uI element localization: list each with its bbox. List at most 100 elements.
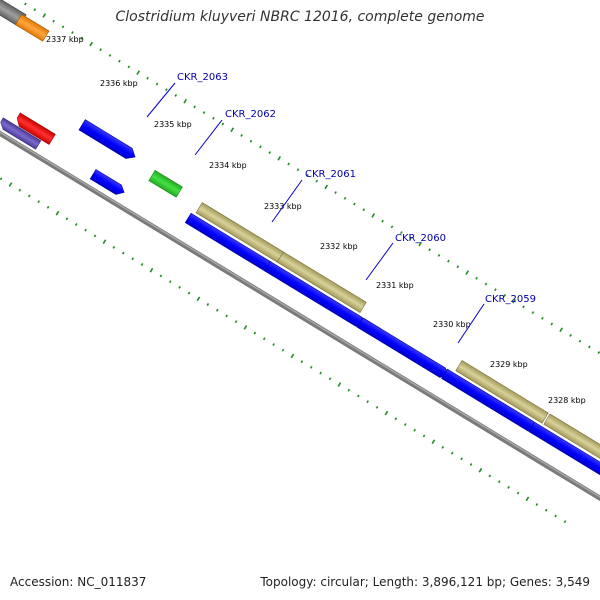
- tick-dot: [37, 200, 40, 204]
- tick-dot: [366, 400, 369, 404]
- tick-dots-outer: [24, 2, 600, 355]
- tick-dot: [93, 234, 97, 238]
- tick-dot: [18, 188, 22, 192]
- tick-dot: [262, 337, 266, 341]
- tick-dot: [165, 88, 168, 92]
- tick-dot: [337, 382, 342, 387]
- tick-dot: [290, 353, 295, 359]
- gene-label-ckr-2062: CKR_2062: [225, 109, 276, 120]
- tick-dot: [384, 410, 389, 416]
- tick-dot: [306, 173, 309, 177]
- tick-dot: [221, 122, 225, 126]
- tick-dot: [131, 257, 134, 261]
- tick-dot: [569, 334, 572, 337]
- tick-dot: [356, 394, 360, 398]
- tick-dot: [512, 298, 517, 304]
- tick-dot: [324, 184, 329, 190]
- tick-dot: [46, 205, 50, 209]
- tick-dot: [0, 177, 3, 181]
- tick-dot: [390, 225, 394, 229]
- genome-backbone: [0, 84, 600, 557]
- genome-backbone-highlight: [0, 85, 600, 555]
- olive-gene-arrow-4: [543, 413, 600, 464]
- tick-dot: [178, 285, 181, 289]
- tick-dot: [287, 162, 290, 166]
- tick-dot: [253, 331, 257, 335]
- tick-dot: [554, 514, 557, 518]
- map-title: Clostridium kluyveri NBRC 12016, complet…: [115, 9, 485, 25]
- tick-dot: [127, 65, 131, 69]
- tick-dot: [469, 463, 473, 466]
- cds-arrow-2: [78, 119, 136, 159]
- tick-dot: [240, 133, 243, 137]
- tick-dot: [108, 53, 112, 57]
- tick-dot: [168, 280, 172, 284]
- tick-dot: [403, 423, 407, 426]
- tick-dot: [174, 93, 178, 97]
- tick-dot: [206, 303, 210, 306]
- scale-tick-label: 2331 kbp: [376, 281, 414, 290]
- scale-tick-label: 2337 kbp: [46, 35, 84, 44]
- tick-dot: [212, 116, 215, 120]
- tick-dot: [234, 320, 238, 324]
- tick-dot: [578, 339, 582, 343]
- olive-gene-arrow-3: [455, 360, 549, 424]
- slate-gene-arrow: [0, 117, 42, 150]
- tick-dot: [484, 282, 488, 286]
- tick-dot: [353, 202, 356, 206]
- tick-dot: [413, 428, 416, 432]
- cds-arrow-3: [89, 169, 125, 195]
- tick-dot: [230, 127, 235, 133]
- tick-dot: [300, 360, 304, 364]
- tick-dot: [27, 194, 31, 198]
- tick-dot: [497, 480, 501, 484]
- tick-dot: [447, 259, 450, 263]
- tick-dot: [136, 70, 141, 75]
- tick-dot: [112, 245, 116, 249]
- gene-label-leader: [146, 82, 176, 118]
- tick-dot: [460, 457, 463, 461]
- tick-dot: [149, 267, 154, 273]
- tick-dot: [259, 145, 262, 149]
- tick-dot: [71, 31, 74, 35]
- tick-dot: [268, 151, 272, 155]
- tick-dot: [102, 239, 107, 245]
- tick-dot: [196, 296, 201, 302]
- tick-dot: [84, 228, 87, 232]
- tick-dot: [187, 291, 191, 295]
- tick-dot: [334, 191, 337, 195]
- scale-tick-label: 2328 kbp: [548, 396, 586, 405]
- tick-dot: [535, 503, 539, 506]
- tick-dot: [503, 294, 507, 297]
- gene-label-leader: [271, 179, 303, 223]
- tick-dot: [456, 265, 460, 269]
- tick-dot: [437, 253, 441, 257]
- scale-tick-label: 2330 kbp: [433, 320, 471, 329]
- tick-dot: [42, 13, 47, 18]
- gene-label-ckr-2060: CKR_2060: [395, 233, 446, 244]
- tick-dot: [550, 322, 554, 326]
- tick-dot: [588, 345, 591, 349]
- tick-dot: [516, 491, 520, 495]
- tick-dot: [522, 305, 525, 309]
- tick-dot: [61, 25, 65, 29]
- tick-dot: [193, 105, 196, 109]
- tick-dot: [465, 270, 470, 275]
- tick-dot: [328, 377, 332, 381]
- tick-dot: [409, 236, 413, 240]
- tick-dot: [225, 314, 228, 318]
- tick-dot: [362, 208, 366, 212]
- tick-dot: [544, 508, 548, 512]
- orange-gene-arrow: [15, 13, 50, 42]
- scale-tick-label: 2335 kbp: [154, 120, 192, 129]
- tick-dot: [400, 231, 403, 235]
- tick-dot: [65, 217, 69, 221]
- tick-dot: [74, 223, 78, 226]
- gene-label-ckr-2063: CKR_2063: [177, 72, 228, 83]
- tick-dots-inner: [0, 177, 567, 524]
- tick-dot: [343, 196, 347, 200]
- tick-dot: [347, 388, 351, 392]
- gene-label-leader: [365, 242, 394, 281]
- scale-tick-label: 2334 kbp: [209, 161, 247, 170]
